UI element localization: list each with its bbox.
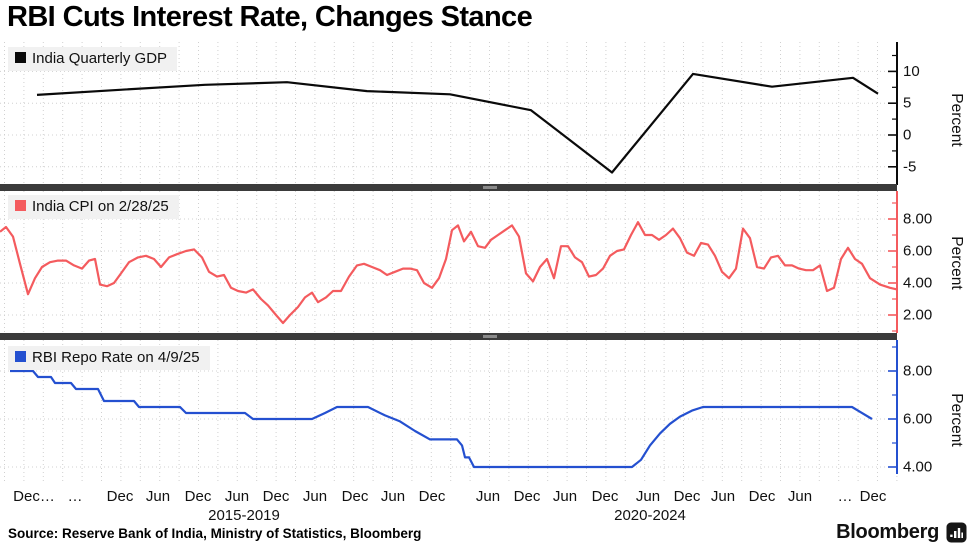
bloomberg-terminal-icon <box>946 522 967 543</box>
y-tick-label: 4.00 <box>903 459 932 476</box>
x-tick-label: Dec <box>674 488 701 505</box>
y-tick-label: 4.00 <box>903 275 932 292</box>
legend-cpi: India CPI on 2/28/25 <box>8 195 179 219</box>
legend-repo-label: RBI Repo Rate on 4/9/25 <box>32 349 200 366</box>
cpi-line <box>0 221 898 325</box>
x-tick-label: Jun <box>711 488 735 505</box>
y-tick-label: 5 <box>903 95 911 112</box>
repo-swatch-icon <box>15 351 26 362</box>
x-tick-label: Jun <box>788 488 812 505</box>
x-tick-label: Dec <box>749 488 776 505</box>
x-tick-label: Dec <box>107 488 134 505</box>
x-tick-label: Dec <box>419 488 446 505</box>
x-group-label: 2015-2019 <box>208 507 280 524</box>
x-tick-label: … <box>68 488 83 505</box>
y-tick-label: 8.00 <box>903 211 932 228</box>
repo-line <box>10 369 873 469</box>
x-tick-label: Dec <box>342 488 369 505</box>
x-tick-label: Jun <box>303 488 327 505</box>
separator-handle-icon <box>483 335 497 338</box>
separator-handle-icon <box>483 186 497 189</box>
panel-separator <box>0 333 897 340</box>
x-tick-label: Jun <box>146 488 170 505</box>
y-tick-label: 8.00 <box>903 363 932 380</box>
y-tick-label: 6.00 <box>903 243 932 260</box>
x-tick-label: Dec <box>592 488 619 505</box>
legend-gdp-label: India Quarterly GDP <box>32 50 168 67</box>
y-axis-title: Percent <box>948 93 965 147</box>
x-tick-label: … <box>838 488 853 505</box>
chart-title: RBI Cuts Interest Rate, Changes Stance <box>7 1 533 33</box>
x-tick-label: Jun <box>381 488 405 505</box>
x-tick-label: Jun <box>476 488 500 505</box>
gdp-line <box>36 72 879 174</box>
x-tick-label: Dec <box>263 488 290 505</box>
bloomberg-logo: Bloomberg <box>836 521 967 544</box>
y-tick-label: 2.00 <box>903 307 932 324</box>
panel-separator <box>0 184 897 191</box>
legend-gdp: India Quarterly GDP <box>8 47 178 71</box>
y-tick-label: 10 <box>903 63 920 80</box>
cpi-swatch-icon <box>15 200 26 211</box>
y-tick-label: 0 <box>903 127 911 144</box>
x-tick-label: Jun <box>553 488 577 505</box>
x-group-label: 2020-2024 <box>614 507 686 524</box>
x-tick-label: Dec <box>514 488 541 505</box>
y-axis-title: Percent <box>948 393 965 447</box>
y-tick-label: -5 <box>903 158 916 175</box>
legend-repo: RBI Repo Rate on 4/9/25 <box>8 346 210 370</box>
legend-cpi-label: India CPI on 2/28/25 <box>32 198 169 215</box>
x-tick-label: Jun <box>225 488 249 505</box>
source-note: Source: Reserve Bank of India, Ministry … <box>8 526 422 541</box>
y-tick-label: 6.00 <box>903 411 932 428</box>
gdp-swatch-icon <box>15 52 26 63</box>
x-tick-label: Dec <box>185 488 212 505</box>
x-tick-label: Dec <box>860 488 887 505</box>
x-tick-label: Jun <box>636 488 660 505</box>
y-axis-title: Percent <box>948 236 965 290</box>
x-tick-label: Dec… <box>13 488 55 505</box>
bloomberg-wordmark: Bloomberg <box>836 521 939 543</box>
